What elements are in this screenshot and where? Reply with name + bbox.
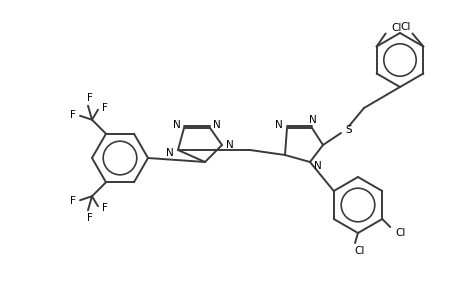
- Text: N: N: [166, 148, 174, 158]
- Text: F: F: [87, 93, 93, 103]
- Text: N: N: [313, 161, 321, 171]
- Text: N: N: [173, 120, 180, 130]
- Text: F: F: [87, 213, 93, 223]
- Text: F: F: [102, 203, 108, 213]
- Text: N: N: [274, 120, 282, 130]
- Text: F: F: [70, 110, 76, 120]
- Text: Cl: Cl: [391, 22, 401, 32]
- Text: F: F: [70, 196, 76, 206]
- Text: N: N: [226, 140, 233, 150]
- Text: Cl: Cl: [394, 228, 404, 238]
- Text: S: S: [345, 125, 352, 135]
- Text: F: F: [102, 103, 108, 113]
- Text: N: N: [308, 115, 316, 125]
- Text: Cl: Cl: [399, 22, 410, 32]
- Text: Cl: Cl: [354, 246, 364, 256]
- Text: N: N: [213, 120, 220, 130]
